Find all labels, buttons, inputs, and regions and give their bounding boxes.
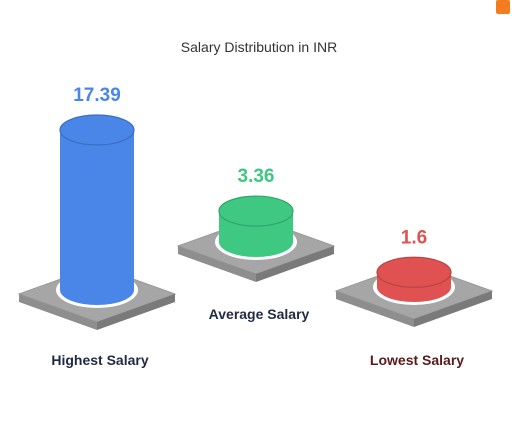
podium-side-left-average-salary xyxy=(178,246,256,282)
podium-side-right-average-salary xyxy=(256,246,334,282)
bar-top-highest-salary xyxy=(59,114,135,146)
value-label-lowest-salary: 1.6 xyxy=(401,227,427,248)
value-label-average-salary: 3.36 xyxy=(238,166,275,187)
category-label-average-salary: Average Salary xyxy=(209,306,310,322)
bar-top-lowest-salary xyxy=(376,256,452,288)
chart-title: Salary Distribution in INR xyxy=(181,39,337,55)
bar-top-average-salary xyxy=(218,195,294,227)
bar-highest-salary xyxy=(60,130,134,305)
category-label-lowest-salary: Lowest Salary xyxy=(370,352,464,368)
brand-logo-icon xyxy=(496,0,510,14)
value-label-highest-salary: 17.39 xyxy=(73,85,121,106)
podium-side-left-highest-salary xyxy=(19,294,97,330)
category-label-highest-salary: Highest Salary xyxy=(51,352,148,368)
podium-side-right-lowest-salary xyxy=(414,291,492,327)
podium-side-right-highest-salary xyxy=(97,294,175,330)
podium-side-left-lowest-salary xyxy=(336,291,414,327)
